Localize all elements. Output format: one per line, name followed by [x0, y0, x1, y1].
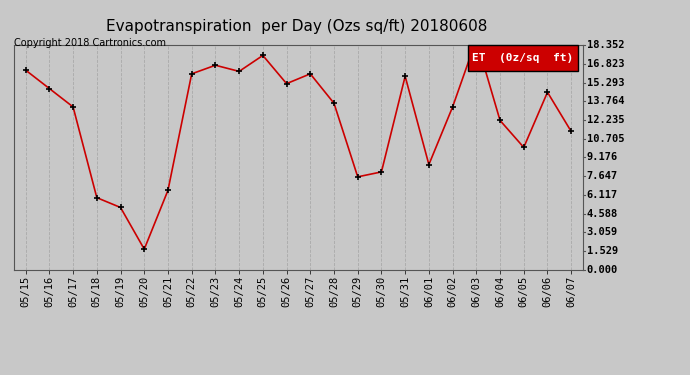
- Text: 6.117: 6.117: [586, 190, 618, 200]
- Text: 12.235: 12.235: [586, 115, 624, 125]
- Text: 9.176: 9.176: [586, 153, 618, 162]
- Text: 18.352: 18.352: [586, 40, 624, 50]
- Text: 7.647: 7.647: [586, 171, 618, 181]
- Text: 13.764: 13.764: [586, 96, 624, 106]
- Text: ET  (0z/sq  ft): ET (0z/sq ft): [472, 53, 573, 63]
- Text: 1.529: 1.529: [586, 246, 618, 256]
- Text: Evapotranspiration  per Day (Ozs sq/ft) 20180608: Evapotranspiration per Day (Ozs sq/ft) 2…: [106, 19, 487, 34]
- Text: Copyright 2018 Cartronics.com: Copyright 2018 Cartronics.com: [14, 38, 166, 48]
- Text: 10.705: 10.705: [586, 134, 624, 144]
- Text: 4.588: 4.588: [586, 209, 618, 219]
- Text: 16.823: 16.823: [586, 59, 624, 69]
- Text: 3.059: 3.059: [586, 228, 618, 237]
- Text: 0.000: 0.000: [586, 265, 618, 275]
- Text: 15.293: 15.293: [586, 78, 624, 87]
